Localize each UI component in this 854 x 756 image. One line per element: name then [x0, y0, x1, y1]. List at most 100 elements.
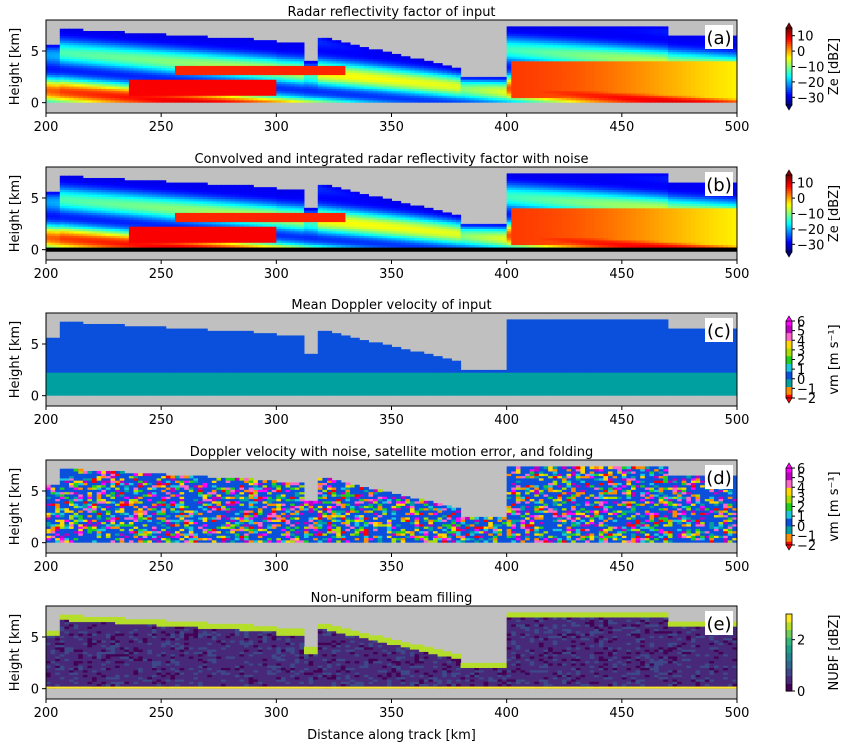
field-cell — [419, 72, 425, 76]
field-cell — [59, 35, 65, 39]
field-cell — [179, 67, 185, 71]
field-cell — [105, 92, 111, 96]
field-cell — [216, 65, 222, 69]
field-cell — [101, 53, 107, 57]
field-cell — [142, 86, 148, 89]
x-tick-label: 450 — [609, 120, 634, 135]
field-cell — [322, 65, 328, 69]
field-cell — [373, 90, 379, 94]
x-tick-label: 500 — [725, 120, 750, 135]
field-cell — [290, 72, 296, 76]
field-cell — [101, 58, 107, 62]
field-cell — [359, 99, 365, 103]
field-cell — [299, 70, 305, 73]
field-cell — [198, 65, 204, 69]
field-cell — [285, 79, 291, 82]
field-cell — [336, 88, 342, 92]
field-cell — [257, 56, 264, 60]
field-cell — [414, 90, 420, 94]
field-cell — [78, 72, 84, 76]
field-cell — [82, 58, 88, 62]
field-cell — [69, 90, 75, 94]
field-cell — [363, 65, 369, 69]
field-cell — [234, 97, 240, 101]
field-cell — [174, 53, 181, 57]
field-cell — [271, 83, 277, 87]
field-cell — [73, 79, 79, 82]
field-cell — [161, 86, 167, 89]
field-cell — [147, 97, 153, 101]
field-cell — [142, 180, 148, 184]
field-cell — [409, 63, 416, 66]
field-cell — [391, 81, 397, 85]
field-cell — [373, 67, 379, 71]
field-cell — [225, 60, 231, 64]
field-cell — [55, 95, 61, 99]
field-cell — [225, 92, 231, 96]
field-cell — [124, 90, 130, 94]
field-cell — [46, 67, 52, 71]
field-cell — [276, 90, 282, 94]
field-cell — [133, 49, 139, 53]
field-cell — [115, 56, 121, 60]
panels: Radar reflectivity factor of input(a)200… — [8, 5, 842, 743]
field-cell — [230, 58, 236, 62]
field-cell — [354, 53, 360, 57]
field-cell — [161, 53, 167, 57]
field-cell — [124, 44, 130, 48]
field-cell — [221, 88, 227, 92]
field-cell — [248, 51, 254, 55]
field-cell — [198, 49, 204, 53]
field-cell — [174, 58, 181, 62]
field-cell — [377, 67, 383, 71]
field-cell — [373, 81, 379, 85]
field-cell — [377, 72, 383, 76]
field-cell — [285, 47, 291, 50]
field-cell — [294, 65, 300, 69]
field-cell — [87, 56, 93, 60]
field-cell — [280, 49, 287, 53]
field-cell — [64, 79, 70, 82]
field-cell — [69, 70, 75, 73]
field-cell — [552, 26, 558, 30]
field-cell — [193, 47, 199, 50]
field-cell — [78, 74, 84, 78]
field-cell — [299, 90, 305, 94]
field-cell — [193, 67, 199, 71]
field-cell — [46, 44, 52, 48]
field-cell — [161, 79, 167, 82]
field-cell — [147, 35, 153, 39]
field-cell — [92, 40, 98, 43]
field-cell — [594, 26, 600, 30]
field-cell — [211, 88, 217, 92]
field-cell — [216, 40, 222, 43]
field-cell — [322, 92, 328, 96]
field-cell — [262, 53, 268, 57]
field-cell — [340, 74, 346, 78]
field-cell — [649, 26, 655, 30]
field-cell — [133, 42, 139, 46]
field-cell — [64, 97, 70, 101]
field-cell — [50, 90, 56, 94]
field-cell — [87, 177, 93, 181]
field-cell — [119, 70, 125, 73]
field-cell — [409, 79, 416, 82]
field-cell — [142, 65, 148, 69]
field-cell — [271, 92, 277, 96]
field-cell — [359, 79, 365, 82]
field-cell — [105, 177, 111, 181]
field-cell — [198, 47, 204, 50]
field-cell — [55, 86, 61, 89]
field-cell — [354, 86, 360, 89]
field-cell — [290, 90, 296, 94]
field-cell — [359, 88, 365, 92]
field-cell — [377, 79, 383, 82]
field-cell — [225, 86, 231, 89]
field-cell — [119, 81, 125, 85]
field-cell — [405, 76, 411, 80]
field-cell — [87, 65, 93, 69]
field-cell — [55, 60, 61, 64]
field-cell — [299, 99, 305, 103]
field-cell — [276, 83, 282, 87]
field-cell — [230, 99, 236, 103]
